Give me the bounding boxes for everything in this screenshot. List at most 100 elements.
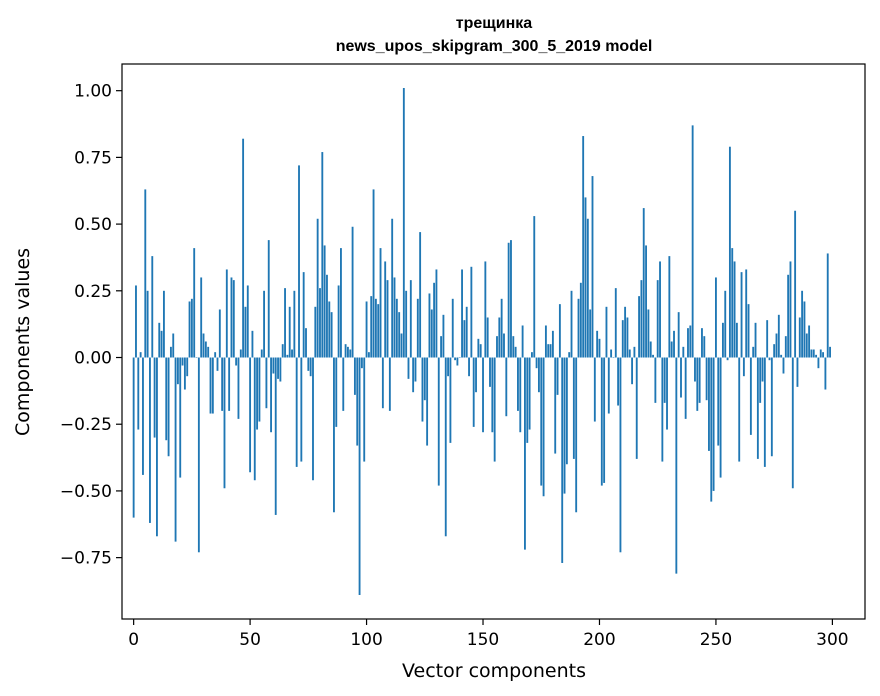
bar: [698, 357, 701, 403]
bar: [777, 314, 780, 358]
bar: [537, 357, 540, 393]
bar: [314, 306, 317, 358]
bar: [521, 325, 524, 358]
bar: [666, 357, 668, 430]
bar: [619, 357, 622, 553]
bar: [309, 357, 312, 377]
bar: [426, 357, 429, 446]
bar: [503, 333, 505, 358]
bar: [200, 277, 203, 358]
bar: [414, 357, 417, 382]
bar: [577, 298, 580, 358]
bar: [277, 357, 279, 379]
bar: [715, 277, 717, 358]
bar: [256, 357, 259, 430]
bar: [649, 341, 652, 358]
bar: [270, 357, 272, 433]
bar: [817, 357, 820, 369]
bar: [274, 357, 277, 515]
bar: [773, 344, 776, 358]
bar: [307, 357, 310, 371]
bar: [360, 357, 363, 369]
bar: [486, 317, 489, 358]
bar: [563, 357, 566, 494]
bar: [633, 346, 636, 358]
bar: [197, 357, 200, 553]
bar: [179, 357, 182, 478]
bar: [356, 357, 359, 446]
bar: [416, 298, 419, 358]
bar: [645, 245, 647, 358]
bar: [696, 357, 699, 411]
bar: [652, 354, 654, 358]
bar: [323, 245, 326, 358]
bar: [239, 349, 242, 358]
bar: [444, 357, 447, 537]
bar: [484, 261, 487, 358]
bar: [337, 285, 340, 358]
bar: [186, 357, 189, 377]
bar: [246, 285, 249, 358]
bar: [172, 333, 175, 358]
y-tick-label: 0.75: [74, 148, 112, 168]
bar: [514, 346, 517, 358]
x-axis-label: Vector components: [402, 660, 586, 682]
bar: [768, 357, 771, 361]
bar: [211, 357, 214, 414]
bar: [689, 325, 692, 358]
bar: [822, 352, 824, 358]
bar: [381, 357, 384, 409]
bar: [454, 357, 456, 361]
bar: [593, 357, 596, 422]
bar: [731, 248, 734, 358]
bar: [628, 349, 631, 358]
bar: [738, 357, 741, 462]
bar: [794, 210, 797, 358]
bar: [673, 330, 675, 358]
bar: [330, 312, 333, 358]
bar: [742, 357, 745, 377]
bar: [554, 357, 557, 454]
y-axis-label: Components values: [12, 248, 34, 436]
y-tick-label: 1.00: [74, 82, 112, 102]
plot-frame: [121, 63, 866, 620]
y-tick-label: 0.50: [74, 215, 112, 235]
bar: [400, 333, 403, 358]
bar: [610, 349, 613, 358]
bar: [705, 357, 708, 401]
bar: [796, 357, 799, 387]
bar: [335, 357, 338, 427]
bar: [181, 357, 184, 366]
bar: [510, 240, 512, 358]
bar: [386, 280, 389, 358]
bar: [766, 320, 769, 358]
bar: [302, 272, 305, 358]
bar: [468, 357, 470, 377]
bar: [237, 357, 240, 419]
bar: [479, 344, 482, 358]
bar: [298, 165, 300, 358]
x-tick-label: 100: [350, 630, 382, 650]
bar: [156, 357, 158, 537]
bar: [447, 357, 450, 377]
bar: [787, 274, 790, 358]
bar: [440, 336, 443, 358]
bar: [810, 349, 813, 358]
bar: [638, 296, 640, 358]
x-tick-label: 50: [239, 630, 261, 650]
bar: [708, 357, 710, 451]
bar: [340, 248, 342, 358]
bar: [428, 293, 431, 358]
bar: [600, 357, 603, 486]
bar: [691, 125, 694, 358]
bar: [165, 357, 168, 441]
bar: [409, 280, 412, 358]
bar: [829, 346, 831, 358]
bar: [556, 357, 559, 395]
bar: [149, 357, 151, 523]
bar: [169, 346, 172, 358]
x-tick-label: 300: [816, 630, 848, 650]
bar: [624, 306, 627, 358]
bar: [544, 325, 547, 358]
bar: [747, 304, 750, 358]
